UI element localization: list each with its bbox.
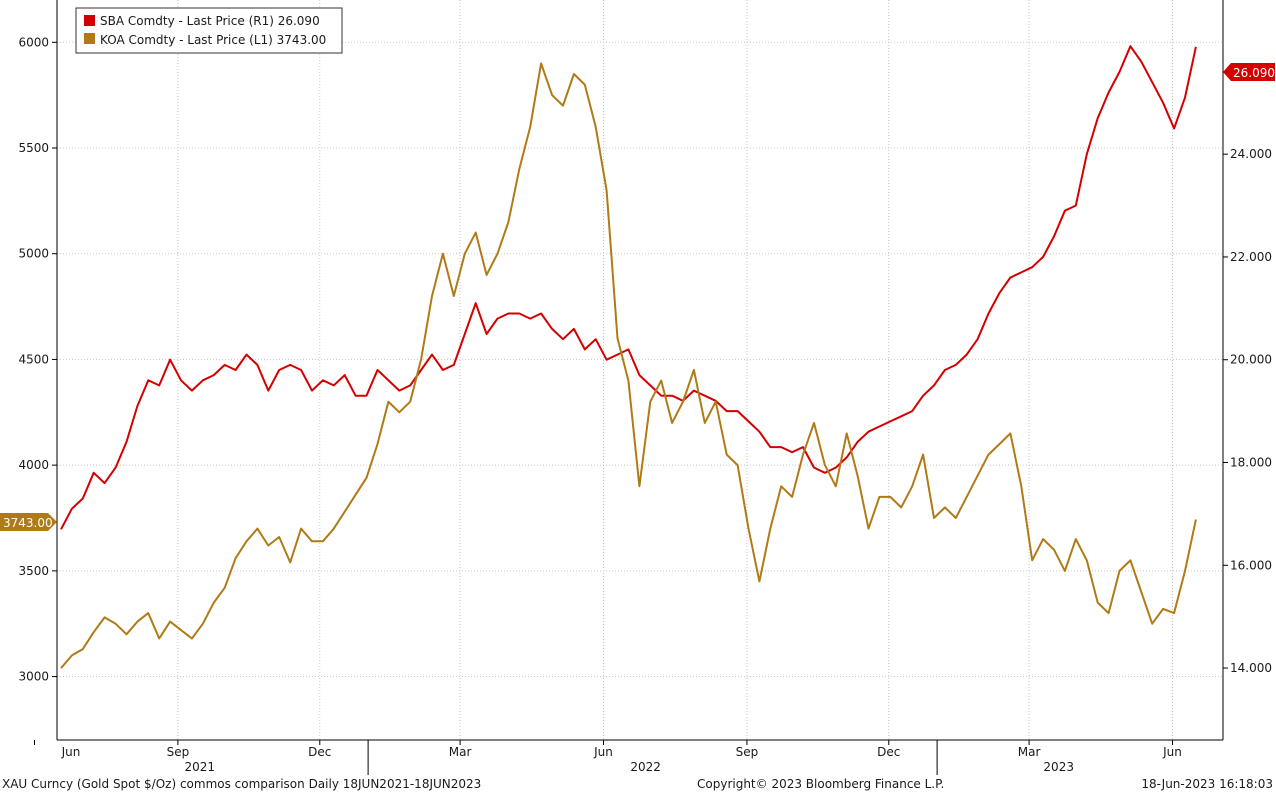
year-separators bbox=[367, 740, 938, 775]
x-year-label: 2023 bbox=[1043, 760, 1074, 774]
right-price-tag-shape bbox=[1223, 63, 1275, 81]
right-tick-label: 18.000 bbox=[1230, 456, 1272, 470]
x-year-label: 2022 bbox=[630, 760, 661, 774]
legend-label-koa: KOA Comdty - Last Price (L1) 3743.00 bbox=[100, 33, 326, 47]
plot-area bbox=[56, 0, 1224, 775]
x-tick-label: Mar bbox=[1018, 745, 1041, 759]
x-tick-label: Jun bbox=[61, 745, 81, 759]
legend-label-sba: SBA Comdty - Last Price (R1) 26.090 bbox=[100, 14, 320, 28]
x-tick-label: Sep bbox=[167, 745, 190, 759]
legend-box bbox=[75, 7, 343, 54]
x-year-label: 2021 bbox=[184, 760, 215, 774]
left-price-tag: 3743.00 bbox=[0, 513, 57, 531]
x-axis-year-labels: 2021 2022 2023 bbox=[184, 760, 1074, 774]
right-price-tag-text: 26.090 bbox=[1233, 66, 1275, 80]
x-tick-label: Dec bbox=[308, 745, 331, 759]
x-tick-label: Jun bbox=[593, 745, 613, 759]
left-price-tag-shape bbox=[0, 513, 57, 531]
right-tick-label: 22.000 bbox=[1230, 250, 1272, 264]
left-tick-label: 5000 bbox=[18, 247, 49, 261]
right-tick-label: 16.000 bbox=[1230, 558, 1272, 572]
left-axis-ticks: 3000 3500 4000 4500 5000 5500 6000 bbox=[18, 35, 57, 684]
plot-background bbox=[57, 0, 1223, 740]
x-tick-label: Sep bbox=[736, 745, 759, 759]
left-tick-label: 4000 bbox=[18, 458, 49, 472]
right-tick-label: 20.000 bbox=[1230, 353, 1272, 367]
left-tick-label: 6000 bbox=[18, 35, 49, 49]
right-tick-label: 24.000 bbox=[1230, 147, 1272, 161]
footer-right-text: 18-Jun-2023 16:18:03 bbox=[1141, 777, 1273, 791]
series-line-sba bbox=[60, 45, 1197, 530]
x-tick-label: Mar bbox=[449, 745, 472, 759]
grid bbox=[57, 0, 1223, 740]
footer: XAU Curncy (Gold Spot $/Oz) commos compa… bbox=[2, 777, 1273, 791]
series-line-koa bbox=[60, 62, 1197, 669]
right-tick-label: 14.000 bbox=[1230, 661, 1272, 675]
left-tick-label: 3000 bbox=[18, 670, 49, 684]
left-price-tag-text: 3743.00 bbox=[3, 516, 53, 530]
footer-left-text: XAU Curncy (Gold Spot $/Oz) commos compa… bbox=[2, 777, 481, 791]
x-tick-label: Dec bbox=[877, 745, 900, 759]
right-axis-ticks: 14.000 16.000 18.000 20.000 22.000 24.000 bbox=[1223, 147, 1272, 675]
legend-swatch-koa bbox=[84, 33, 95, 44]
right-price-tag: 26.090 bbox=[1223, 63, 1275, 81]
x-tick-label: Jun bbox=[1162, 745, 1182, 759]
x-axis-ticks: Jun Sep Dec Mar Jun Sep Dec Mar Jun bbox=[33, 740, 1182, 759]
legend-swatch-sba bbox=[84, 15, 95, 26]
left-tick-label: 5500 bbox=[18, 141, 49, 155]
series-layer bbox=[60, 45, 1197, 669]
legend: SBA Comdty - Last Price (R1) 26.090 KOA … bbox=[75, 7, 343, 54]
left-tick-label: 4500 bbox=[18, 352, 49, 366]
footer-center-text: Copyright© 2023 Bloomberg Finance L.P. bbox=[697, 777, 944, 791]
left-tick-label: 3500 bbox=[18, 564, 49, 578]
